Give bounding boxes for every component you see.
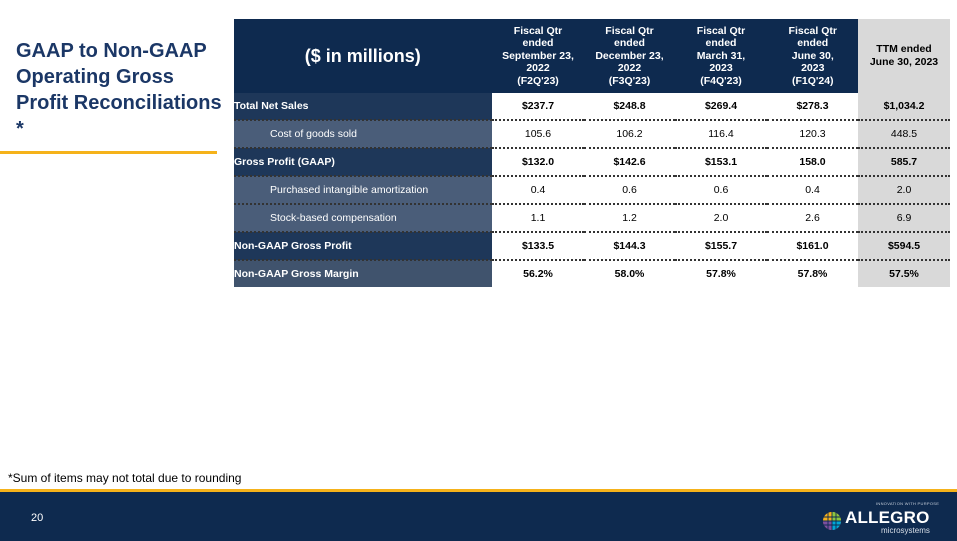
table-header-row: ($ in millions) Fiscal Qtr ended Septemb… xyxy=(234,19,950,93)
column-header-line: ended xyxy=(705,37,737,50)
table-row-gross-profit-gaap: Gross Profit (GAAP) $132.0 $142.6 $153.1… xyxy=(234,148,950,177)
table-cell: 2.6 xyxy=(767,204,858,233)
table-cell: 120.3 xyxy=(767,120,858,149)
footnote: *Sum of items may not total due to round… xyxy=(8,471,242,485)
units-header: ($ in millions) xyxy=(234,19,492,93)
table-cell: $153.1 xyxy=(675,148,767,177)
column-header-line: Fiscal Qtr xyxy=(605,24,654,37)
title-underline xyxy=(0,151,217,154)
row-label: Gross Profit (GAAP) xyxy=(234,148,492,177)
row-label: Cost of goods sold xyxy=(234,120,492,149)
table-cell: $278.3 xyxy=(767,93,858,121)
logo-wordmark: ALLEGRO xyxy=(845,508,930,527)
column-header-line: Fiscal Qtr xyxy=(788,24,837,37)
table-cell: 56.2% xyxy=(492,260,584,287)
table-cell: 158.0 xyxy=(767,148,858,177)
table-row-non-gaap-gross-margin: Non-GAAP Gross Margin 56.2% 58.0% 57.8% … xyxy=(234,260,950,287)
column-header-line: (F3Q'23) xyxy=(608,74,651,87)
column-header-line: 2022 xyxy=(617,62,642,75)
column-header-ttm: TTM ended June 30, 2023 xyxy=(858,19,950,93)
column-header-f4q23: Fiscal Qtr ended March 31, 2023 (F4Q'23) xyxy=(674,19,767,93)
table-cell: $142.6 xyxy=(584,148,675,177)
row-label: Non-GAAP Gross Profit xyxy=(234,232,492,261)
column-header-f1q24: Fiscal Qtr ended June 30, 2023 (F1Q'24) xyxy=(766,19,858,93)
table-cell: 0.6 xyxy=(675,176,767,205)
table-cell: $161.0 xyxy=(767,232,858,261)
column-header-f3q23: Fiscal Qtr ended December 23, 2022 (F3Q'… xyxy=(583,19,675,93)
column-header-line: 2023 xyxy=(709,62,733,75)
table-cell-ttm: 2.0 xyxy=(858,176,950,205)
column-header-line: ended xyxy=(614,37,645,50)
table-cell: 57.8% xyxy=(767,260,858,287)
footer-bar: 20 INNOVATION WITH PURPOSE ALLEGRO micro… xyxy=(0,489,957,541)
table-cell: 106.2 xyxy=(584,120,675,149)
column-header-line: Fiscal Qtr xyxy=(696,24,746,37)
globe-icon xyxy=(823,512,841,530)
table-cell: 57.8% xyxy=(675,260,767,287)
table-cell: $133.5 xyxy=(492,232,584,261)
allegro-logo: INNOVATION WITH PURPOSE ALLEGRO microsys… xyxy=(822,501,942,537)
row-label: Purchased intangible amortization xyxy=(234,176,492,205)
table-cell-ttm: $1,034.2 xyxy=(858,93,950,121)
table-cell: $248.8 xyxy=(584,93,675,121)
row-label: Total Net Sales xyxy=(234,93,492,121)
row-label: Stock-based compensation xyxy=(234,204,492,233)
table-cell: 0.4 xyxy=(492,176,584,205)
table-row-cost-of-goods-sold: Cost of goods sold 105.6 106.2 116.4 120… xyxy=(234,120,950,149)
table-cell-ttm: 6.9 xyxy=(858,204,950,233)
table-cell: $155.7 xyxy=(675,232,767,261)
table-row-total-net-sales: Total Net Sales $237.7 $248.8 $269.4 $27… xyxy=(234,93,950,121)
table-cell: 1.2 xyxy=(584,204,675,233)
table-cell: $269.4 xyxy=(675,93,767,121)
column-header-line: (F4Q'23) xyxy=(700,74,742,87)
slide-title: GAAP to Non-GAAP Operating Gross Profit … xyxy=(16,40,222,140)
table-cell: 58.0% xyxy=(584,260,675,287)
column-header-line: March 31, xyxy=(696,49,746,62)
column-header-line: December 23, xyxy=(595,49,664,62)
column-header-line: Fiscal Qtr xyxy=(513,24,563,37)
table-cell: 116.4 xyxy=(675,120,767,149)
table-cell-ttm: 585.7 xyxy=(858,148,950,177)
column-header-f2q23: Fiscal Qtr ended September 23, 2022 (F2Q… xyxy=(491,19,584,93)
table-row-non-gaap-gross-profit: Non-GAAP Gross Profit $133.5 $144.3 $155… xyxy=(234,232,950,261)
reconciliation-table: ($ in millions) Fiscal Qtr ended Septemb… xyxy=(234,19,950,287)
table-cell: 0.6 xyxy=(584,176,675,205)
table-row-stock-based-compensation: Stock-based compensation 1.1 1.2 2.0 2.6… xyxy=(234,204,950,233)
table-row-purchased-intangible-amortization: Purchased intangible amortization 0.4 0.… xyxy=(234,176,950,205)
row-label: Non-GAAP Gross Margin xyxy=(234,260,492,287)
logo-tagline: INNOVATION WITH PURPOSE xyxy=(876,501,940,506)
column-header-line: (F2Q'23) xyxy=(517,74,559,87)
page-number: 20 xyxy=(31,512,44,524)
column-header-line: TTM ended xyxy=(876,43,932,55)
table-cell: 2.0 xyxy=(675,204,767,233)
column-header-line: 2023 xyxy=(801,62,825,75)
column-header-line: (F1Q'24) xyxy=(791,74,834,87)
table-cell-ttm: $594.5 xyxy=(858,232,950,261)
table-cell: 105.6 xyxy=(492,120,584,149)
column-header-line: ended xyxy=(797,37,829,50)
column-header-line: 2022 xyxy=(526,62,550,75)
table-cell-ttm: 448.5 xyxy=(858,120,950,149)
table-cell: 0.4 xyxy=(767,176,858,205)
table-cell: $144.3 xyxy=(584,232,675,261)
column-header-line: September 23, xyxy=(502,49,574,62)
logo-subtext: microsystems xyxy=(881,526,930,535)
table-cell: $237.7 xyxy=(492,93,584,121)
table-cell: $132.0 xyxy=(492,148,584,177)
column-header-line: June 30, xyxy=(791,49,834,62)
table-cell: 1.1 xyxy=(492,204,584,233)
column-header-line: June 30, 2023 xyxy=(869,56,939,68)
column-header-line: ended xyxy=(522,37,554,50)
table-cell-ttm: 57.5% xyxy=(858,260,950,287)
